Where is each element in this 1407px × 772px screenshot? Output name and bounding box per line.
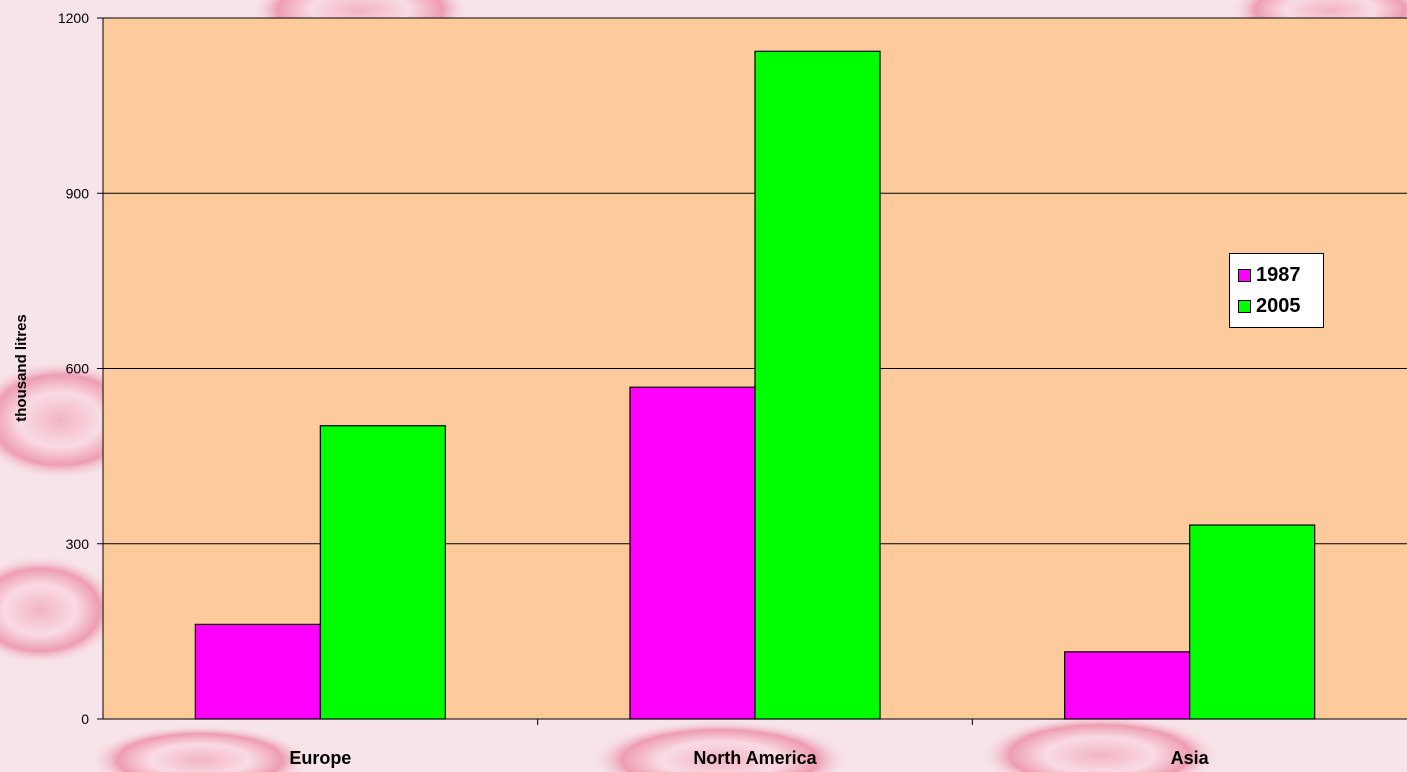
bar-europe-2005 — [319, 425, 446, 720]
y-tick-label: 1200 — [58, 10, 89, 26]
legend-label-2005: 2005 — [1256, 295, 1301, 317]
legend-label-1987: 1987 — [1256, 264, 1301, 286]
axes — [97, 17, 1407, 725]
bar-europe-1987 — [194, 623, 321, 720]
legend-swatch-2005 — [1238, 300, 1251, 313]
legend-item-2005: 2005 — [1238, 291, 1323, 322]
bar-north-america-1987 — [629, 386, 756, 720]
y-tick-label: 0 — [81, 711, 89, 727]
bar-asia-1987 — [1064, 651, 1191, 720]
bar-asia-2005 — [1189, 524, 1316, 720]
y-tick-label: 900 — [66, 185, 90, 201]
y-tick-label: 300 — [66, 536, 90, 552]
bar-north-america-2005 — [754, 50, 881, 720]
legend: 1987 2005 — [1229, 253, 1324, 328]
legend-item-1987: 1987 — [1238, 260, 1323, 291]
y-tick-labels: 0 300 600 900 1200 — [58, 10, 89, 727]
category-label: Asia — [1171, 748, 1210, 768]
y-tick-label: 600 — [66, 361, 90, 377]
category-label: North America — [693, 748, 817, 768]
category-labels: Europe North America Asia — [289, 748, 1209, 768]
category-label: Europe — [289, 748, 351, 768]
legend-swatch-1987 — [1238, 269, 1251, 282]
y-axis-title: thousand litres — [13, 314, 30, 422]
